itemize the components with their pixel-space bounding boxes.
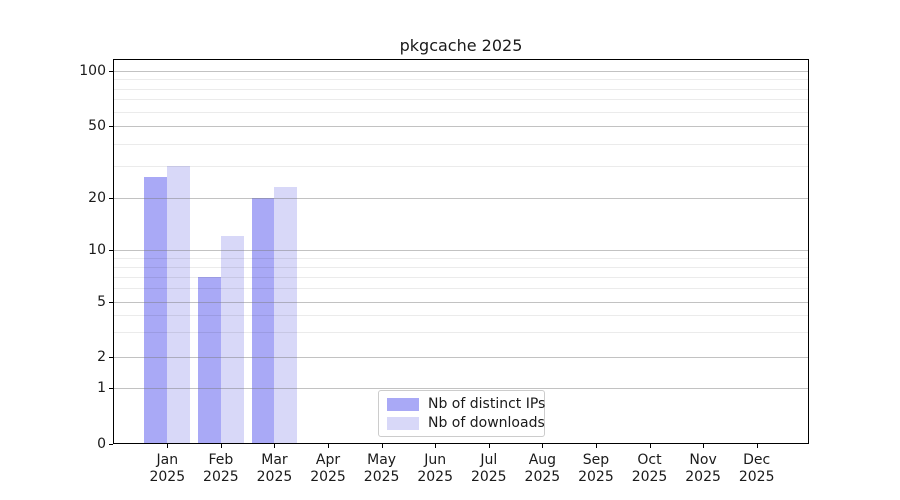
x-tick-label-apr: Apr 2025: [310, 451, 346, 485]
y-tick-label: 0: [97, 435, 106, 452]
bar-downloads-mar: [274, 187, 298, 444]
x-tick-label-may: May 2025: [363, 451, 400, 485]
y-tick-label: 20: [88, 190, 106, 206]
x-tick-label-jun: Jun 2025: [417, 451, 453, 485]
gridline-major: [113, 301, 809, 303]
bar-distinct-ips-feb: [197, 276, 221, 444]
gridline-minor: [113, 111, 809, 113]
gridline-major: [113, 198, 809, 199]
gridline-minor: [113, 315, 809, 317]
y-tick-label: 2: [97, 348, 106, 365]
legend-swatch-distinct-ips: [387, 397, 419, 411]
bar-downloads-feb: [220, 236, 244, 444]
gridline-major: [113, 71, 809, 72]
gridline-minor: [113, 266, 809, 268]
x-tick-label-jan: Jan 2025: [149, 451, 186, 485]
x-tick-mark: [756, 443, 758, 448]
legend-label-distinct-ips: Nb of distinct IPs: [428, 396, 546, 412]
y-tick-label: 10: [88, 242, 106, 258]
x-tick-mark: [220, 443, 222, 448]
x-tick-label-sep: Sep 2025: [578, 451, 614, 485]
legend-item-distinct-ips: Nb of distinct IPs: [387, 396, 545, 412]
gridline-minor: [113, 332, 809, 334]
gridline-major: [113, 356, 809, 358]
y-tick-label: 100: [79, 63, 106, 79]
gridline-minor: [113, 166, 809, 168]
x-tick-mark: [435, 443, 437, 448]
x-tick-mark: [649, 443, 651, 448]
x-tick-mark: [595, 443, 597, 448]
x-tick-mark: [274, 443, 276, 448]
y-tick-mark: [109, 443, 113, 445]
gridline-minor: [113, 79, 809, 81]
bar-distinct-ips-mar: [251, 198, 275, 444]
gridline-major: [113, 250, 809, 251]
x-tick-mark: [703, 443, 705, 448]
x-tick-label-aug: Aug 2025: [524, 451, 561, 485]
gridline-minor: [113, 143, 809, 145]
y-tick-mark: [109, 126, 113, 127]
x-tick-label-feb: Feb 2025: [203, 451, 239, 485]
gridline-minor: [113, 288, 809, 290]
bar-downloads-jan: [167, 166, 191, 444]
x-tick-label-nov: Nov 2025: [685, 451, 721, 485]
y-tick-mark: [109, 301, 113, 303]
gridline-minor: [113, 99, 809, 101]
chart-title: pkgcache 2025: [399, 36, 523, 55]
legend-item-downloads: Nb of downloads: [387, 415, 545, 431]
y-tick-label: 50: [88, 118, 106, 134]
x-tick-label-jul: Jul 2025: [470, 451, 507, 485]
bar-distinct-ips-jan: [144, 177, 168, 444]
y-tick-mark: [109, 198, 113, 199]
y-tick-mark: [109, 356, 113, 358]
y-tick-label: 5: [97, 293, 106, 310]
plot-area: [113, 59, 809, 444]
x-tick-mark: [328, 443, 330, 448]
x-tick-label-oct: Oct 2025: [631, 451, 668, 485]
x-tick-label-mar: Mar 2025: [256, 451, 293, 485]
x-tick-mark: [542, 443, 544, 448]
y-tick-label: 1: [97, 380, 106, 397]
legend: Nb of distinct IPs Nb of downloads: [378, 390, 545, 437]
x-tick-mark: [381, 443, 383, 448]
legend-label-downloads: Nb of downloads: [428, 415, 545, 431]
gridline-minor: [113, 276, 809, 278]
gridline-minor: [113, 257, 809, 259]
x-tick-mark: [167, 443, 169, 448]
gridline-major: [113, 126, 809, 127]
legend-swatch-downloads: [387, 416, 419, 430]
x-tick-mark: [488, 443, 490, 448]
gridline-minor: [113, 88, 809, 90]
gridline-major: [113, 388, 809, 390]
y-tick-mark: [109, 388, 113, 390]
x-tick-label-dec: Dec 2025: [738, 451, 775, 485]
y-tick-mark: [109, 250, 113, 251]
y-tick-mark: [109, 71, 113, 72]
